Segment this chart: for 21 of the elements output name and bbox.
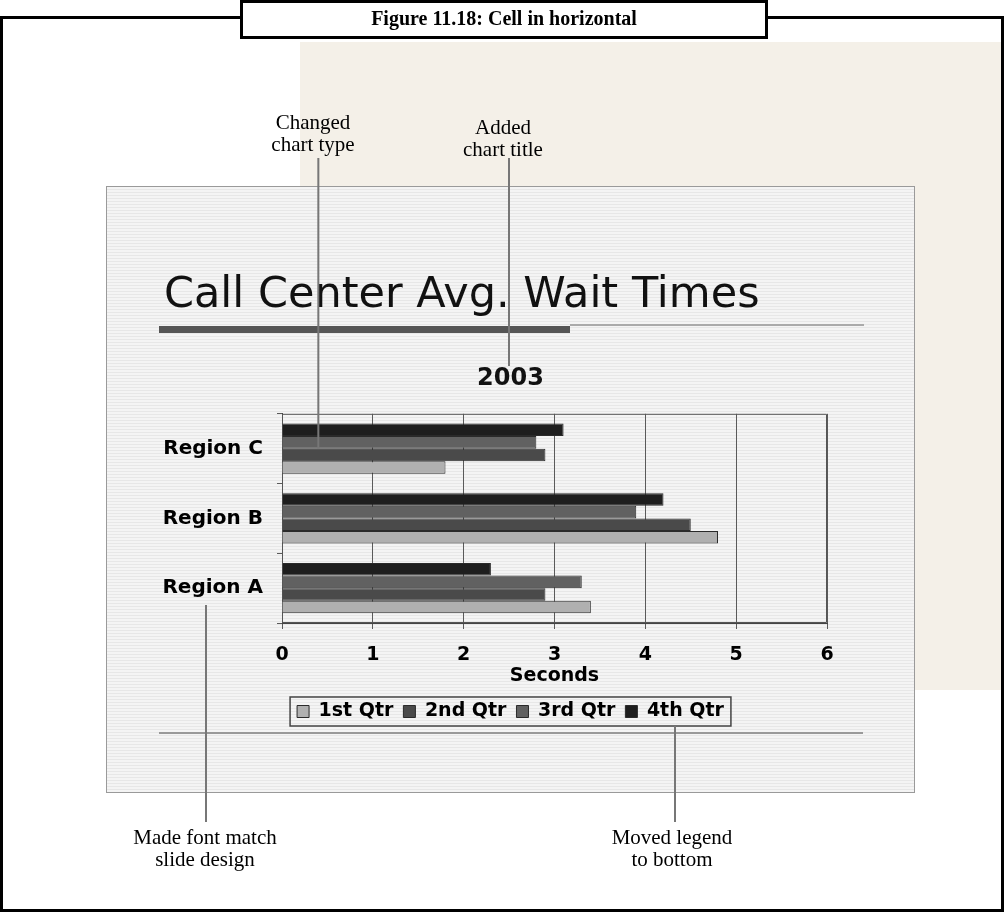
chart-subtitle: 2003 — [477, 362, 544, 391]
y-tick-label: Region C — [163, 434, 263, 459]
legend-label: 1st Qtr — [318, 698, 395, 721]
x-tick-label: 3 — [547, 642, 562, 665]
x-tick-label: 0 — [275, 642, 289, 665]
x-tick-label: 4 — [638, 642, 652, 665]
y-tick-label: Region A — [162, 574, 264, 599]
legend-label: 4th Qtr — [646, 698, 725, 721]
x-tick-label: 1 — [366, 642, 380, 665]
x-tick-label: 5 — [729, 642, 743, 665]
x-tick-label: 2 — [457, 642, 471, 665]
text: Added chart title — [462, 115, 544, 161]
legend-label: 2nd Qtr — [424, 698, 508, 721]
x-tick-label: 6 — [820, 642, 834, 665]
y-tick-label: Region B — [162, 504, 263, 529]
x-axis-title: Seconds — [509, 662, 600, 685]
annotation: Changed chart type — [271, 109, 355, 156]
caption: Figure 11.18: Cell in horizontal — [370, 7, 638, 29]
legend-label: 3rd Qtr — [537, 698, 617, 721]
text: Made font match slide design — [132, 825, 278, 871]
text: Moved legend to bottom — [610, 825, 734, 871]
